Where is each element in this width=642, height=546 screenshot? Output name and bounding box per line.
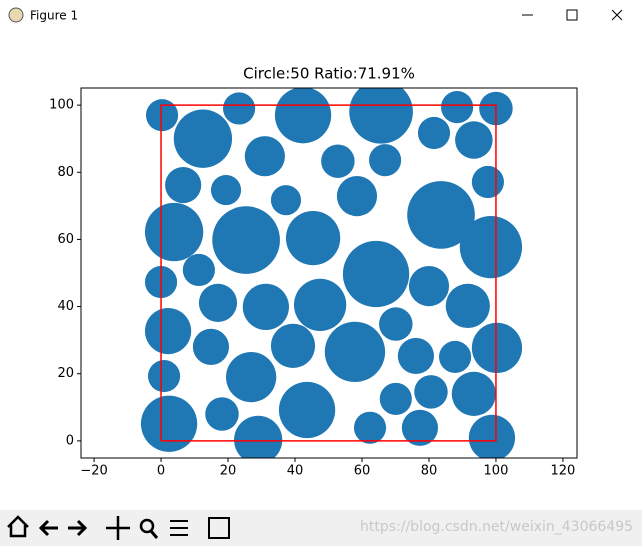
circle [353, 411, 387, 444]
circle [397, 337, 434, 375]
circle [182, 253, 215, 287]
circle [342, 240, 410, 308]
circle [234, 415, 283, 458]
circle [417, 116, 451, 150]
x-tick-label: 20 [220, 464, 237, 479]
circle [369, 144, 402, 177]
x-tick-label: 80 [421, 464, 438, 479]
plot-area: −20 0 20 40 60 80 100 120 0 20 40 60 80 100 [49, 87, 578, 479]
circle [145, 99, 179, 132]
circle [223, 92, 256, 125]
zoom-button[interactable] [139, 518, 155, 534]
window-title: Figure 1 [30, 9, 78, 23]
circle [192, 328, 230, 365]
save-button[interactable] [208, 517, 230, 539]
circle [173, 109, 233, 168]
back-button[interactable] [38, 519, 58, 537]
circle [147, 360, 181, 393]
circle [401, 409, 439, 446]
circle [407, 181, 475, 249]
x-tick-label: 0 [157, 464, 165, 479]
circle [468, 414, 516, 458]
square [160, 104, 497, 442]
circle [379, 307, 413, 341]
y-tick-label: 0 [66, 433, 74, 448]
circle [270, 323, 316, 368]
y-tick-label: 60 [57, 232, 74, 247]
x-tick-label: 120 [551, 464, 576, 479]
circle [471, 322, 523, 373]
maximize-button[interactable] [566, 9, 578, 21]
x-tick-label: 40 [287, 464, 304, 479]
circle [445, 283, 490, 329]
chart-title: Circle:50 Ratio:71.91% [243, 65, 415, 83]
y-tick-label: 40 [57, 299, 74, 314]
circle [379, 382, 412, 415]
circle [274, 88, 332, 144]
configure-button[interactable] [170, 520, 188, 536]
x-tick-label: 100 [484, 464, 509, 479]
x-tick-label: 60 [354, 464, 371, 479]
circle [408, 265, 450, 307]
circle [198, 283, 238, 322]
circle [278, 381, 336, 439]
circle [144, 202, 204, 262]
axes-frame [80, 87, 578, 459]
circle [285, 210, 341, 266]
circle [210, 174, 242, 206]
circle [451, 371, 496, 416]
close-button[interactable] [611, 9, 623, 21]
circle [455, 121, 493, 159]
circle [205, 397, 239, 431]
circle [459, 216, 523, 279]
x-tick-label: −20 [80, 464, 107, 479]
circle [349, 88, 413, 144]
circle [321, 144, 355, 178]
circle [144, 307, 192, 355]
circle [244, 136, 285, 177]
pan-button[interactable] [106, 516, 130, 540]
circle [441, 91, 474, 124]
circle [336, 176, 378, 217]
circle [242, 283, 289, 331]
y-tick-label: 100 [49, 98, 74, 113]
home-button[interactable] [7, 515, 29, 538]
circle [140, 395, 198, 452]
title-bar [0, 0, 642, 30]
app-icon [8, 7, 24, 23]
watermark: https://blog.csdn.net/weixin_43066495 [360, 519, 633, 535]
circle [471, 165, 504, 199]
y-tick-label: 80 [57, 165, 74, 180]
circle [439, 340, 472, 374]
forward-button[interactable] [68, 519, 88, 537]
circle [270, 185, 302, 216]
circle [294, 278, 347, 332]
circle [165, 166, 202, 204]
circle [212, 206, 280, 274]
circle [324, 321, 386, 383]
y-tick-label: 20 [57, 366, 74, 381]
data-layer [140, 88, 523, 458]
circle [226, 351, 277, 403]
circle [414, 375, 448, 409]
